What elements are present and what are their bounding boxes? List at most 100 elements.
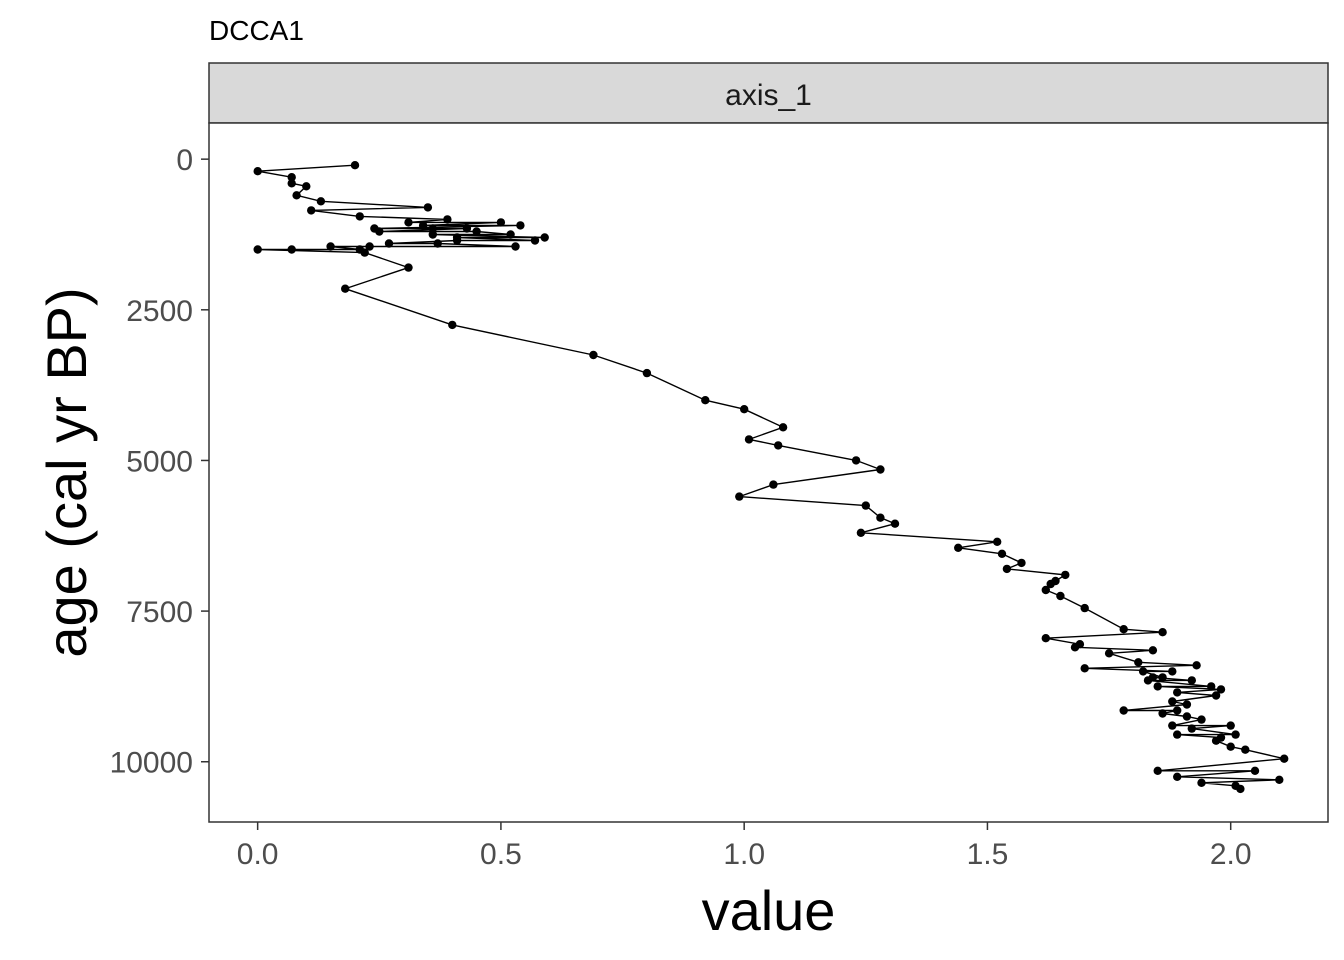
data-point	[1275, 775, 1284, 784]
data-point	[462, 224, 472, 233]
data-point	[316, 197, 326, 206]
data-point	[292, 191, 301, 200]
data-point	[1173, 688, 1182, 697]
data-point	[769, 480, 778, 489]
data-point	[1211, 691, 1221, 700]
data-point	[423, 203, 433, 212]
data-point	[1080, 603, 1089, 613]
data-point	[851, 456, 861, 465]
data-point	[1153, 682, 1162, 691]
data-point	[428, 230, 437, 239]
data-point	[1080, 664, 1089, 673]
data-point	[735, 492, 744, 501]
facet-strip	[208, 62, 1329, 124]
data-point	[1226, 742, 1235, 751]
data-point	[1119, 706, 1128, 715]
data-point	[1197, 715, 1206, 724]
data-point	[778, 423, 788, 432]
data-point	[287, 173, 296, 182]
data-point	[1187, 724, 1197, 733]
x-tick-label: 0.0	[237, 838, 279, 871]
data-point	[326, 242, 335, 251]
data-point	[496, 218, 506, 227]
data-point	[589, 350, 598, 360]
data-point	[287, 179, 296, 188]
data-series	[253, 161, 1289, 794]
data-point	[1158, 673, 1167, 682]
data-point	[1168, 697, 1177, 706]
y-tick-label: 0	[176, 144, 193, 177]
x-tick-label: 0.5	[480, 838, 522, 871]
data-point	[253, 167, 262, 176]
x-tick-label: 2.0	[1210, 838, 1252, 871]
data-point	[1207, 682, 1216, 691]
data-point	[418, 221, 428, 230]
data-point	[1187, 676, 1197, 685]
data-point	[876, 513, 885, 522]
data-point	[302, 182, 311, 191]
data-point	[1046, 579, 1055, 589]
data-point	[360, 248, 369, 257]
data-point	[642, 368, 652, 378]
data-point	[443, 215, 452, 224]
data-point	[1134, 658, 1143, 667]
data-point	[1041, 634, 1051, 643]
data-point	[1182, 712, 1192, 721]
data-point	[253, 245, 262, 254]
data-point	[452, 236, 462, 245]
y-axis-title: age (cal yr BP)	[35, 287, 98, 657]
data-point	[511, 242, 520, 251]
data-point	[1197, 778, 1206, 787]
data-point	[1002, 564, 1012, 574]
data-point	[448, 320, 457, 330]
data-point	[1226, 721, 1235, 730]
data-point	[1168, 721, 1177, 730]
data-point	[1231, 730, 1240, 739]
data-point	[433, 239, 442, 248]
x-tick-label: 1.0	[723, 838, 765, 871]
data-point	[954, 543, 963, 552]
y-tick-label: 10000	[110, 747, 193, 780]
data-point	[1056, 591, 1065, 601]
data-point	[740, 405, 749, 414]
data-point	[1280, 754, 1289, 763]
data-point	[1236, 784, 1245, 794]
data-point	[1119, 625, 1128, 634]
x-tick-label: 1.5	[967, 838, 1009, 871]
data-point	[1211, 736, 1221, 745]
data-point	[404, 263, 413, 272]
data-point	[774, 441, 783, 450]
chart-title: DCCA1	[209, 15, 304, 46]
data-point	[1173, 706, 1182, 715]
x-axis: 0.0 0.5 1.0 1.5 2.0	[237, 822, 1252, 871]
data-point	[1138, 667, 1148, 676]
data-point	[287, 245, 296, 254]
data-point	[1241, 745, 1250, 754]
plot-panel	[208, 122, 1329, 823]
data-point	[876, 465, 885, 474]
data-point	[1070, 643, 1080, 652]
data-point	[1017, 558, 1026, 568]
data-point	[1192, 661, 1201, 670]
data-point	[1216, 685, 1226, 694]
data-point	[1250, 766, 1260, 775]
y-axis: 0 2500 5000 7500 10000	[110, 144, 209, 780]
data-point	[1061, 570, 1070, 580]
data-point	[997, 549, 1007, 558]
data-point	[516, 221, 525, 230]
data-point	[861, 501, 870, 510]
data-point	[540, 233, 549, 242]
data-point	[307, 206, 316, 215]
data-point	[1173, 730, 1182, 739]
data-point	[404, 218, 413, 227]
data-point	[1104, 649, 1114, 658]
data-point	[1182, 700, 1192, 709]
data-point	[1153, 766, 1162, 775]
data-point	[1041, 585, 1051, 595]
data-point	[1158, 709, 1167, 718]
data-point	[428, 224, 437, 233]
data-point	[993, 537, 1002, 546]
data-point	[355, 212, 364, 221]
data-point	[350, 161, 360, 170]
